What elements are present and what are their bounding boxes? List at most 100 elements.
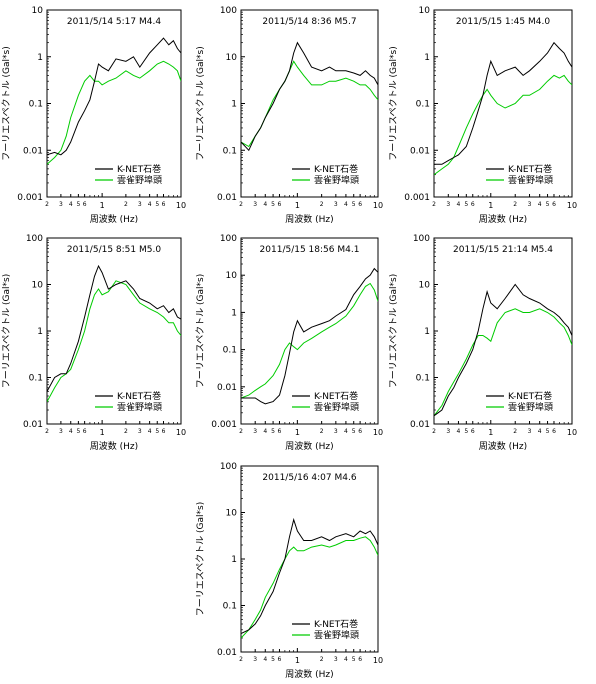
x-tick-label: 4: [457, 428, 461, 435]
x-tick-label: 2: [45, 428, 49, 435]
y-tick-label: 0.001: [404, 193, 430, 203]
x-tick-label: 6: [471, 428, 475, 435]
x-tick-label: 2: [432, 428, 436, 435]
x-tick-label: 3: [253, 428, 257, 435]
x-tick-label: 4: [538, 201, 542, 208]
series-line-hibarino-futo: [434, 308, 572, 417]
x-tick-label: 5: [271, 428, 275, 435]
x-tick-label: 5: [76, 428, 80, 435]
series-line-knet-ishinomaki: [241, 267, 378, 405]
y-tick-label: 1: [37, 53, 43, 63]
chart-title: 2011/5/15 8:51 M5.0: [67, 245, 161, 255]
y-tick-label: 0.01: [410, 420, 430, 430]
x-tick-label: 10: [567, 201, 577, 210]
x-tick-label: 5: [271, 201, 275, 208]
legend-label: 雲雀野埠頭: [314, 401, 359, 413]
y-tick-label: 0.001: [211, 420, 237, 430]
x-tick-label: 2: [124, 201, 128, 208]
x-tick-label: 4: [344, 428, 348, 435]
x-tick-label: 4: [148, 428, 152, 435]
legend-label: 雲雀野埠頭: [117, 174, 162, 186]
chart-title: 2011/5/14 5:17 M4.4: [67, 17, 161, 27]
x-tick-label: 2: [239, 428, 243, 435]
legend-label: 雲雀野埠頭: [117, 401, 162, 413]
y-tick-label: 100: [26, 234, 43, 244]
x-tick-label: 3: [59, 428, 63, 435]
y-tick-label: 1: [424, 327, 430, 337]
series-line-knet-ishinomaki: [434, 41, 572, 165]
y-axis-title: フーリエスペクトル (Gal*s): [1, 274, 12, 388]
x-tick-label: 6: [278, 201, 282, 208]
y-tick-label: 0.01: [217, 383, 237, 393]
plot-frame: [240, 237, 379, 425]
x-tick-label: 6: [83, 428, 87, 435]
x-tick-label: 6: [278, 428, 282, 435]
legend-label: 雲雀野埠頭: [508, 401, 553, 413]
y-tick-label: 10: [226, 53, 238, 63]
legend-label: K-NET石巻: [508, 390, 552, 402]
y-tick-label: 0.1: [223, 602, 237, 612]
x-axis-title: 周波数 (Hz): [285, 213, 333, 225]
x-tick-label: 6: [552, 201, 556, 208]
y-tick-label: 0.01: [23, 146, 43, 156]
y-tick-label: 10: [419, 6, 431, 16]
x-tick-label: 5: [546, 428, 550, 435]
y-tick-label: 1: [424, 53, 430, 63]
x-axis-title: 周波数 (Hz): [90, 440, 138, 452]
x-tick-label: 3: [334, 201, 338, 208]
x-tick-label: 4: [69, 201, 73, 208]
x-tick-label: 2: [320, 656, 324, 663]
x-tick-label: 2: [239, 656, 243, 663]
legend-label: K-NET石巻: [314, 618, 358, 630]
x-tick-label: 6: [358, 656, 362, 663]
x-tick-label: 3: [59, 201, 63, 208]
x-tick-label: 1: [488, 428, 493, 437]
legend-label: 雲雀野埠頭: [508, 174, 553, 186]
x-tick-label: 6: [471, 201, 475, 208]
x-tick-label: 1: [295, 428, 300, 437]
plot-frame: [433, 9, 573, 198]
x-tick-label: 3: [446, 201, 450, 208]
x-tick-label: 3: [138, 428, 142, 435]
x-tick-label: 2: [513, 201, 517, 208]
legend-label: K-NET石巻: [117, 390, 161, 402]
x-tick-label: 3: [334, 428, 338, 435]
y-tick-label: 0.01: [23, 420, 43, 430]
y-axis-title: フーリエスペクトル (Gal*s): [195, 502, 206, 616]
y-tick-label: 0.1: [223, 146, 237, 156]
x-axis-title: 周波数 (Hz): [479, 440, 527, 452]
series-line-hibarino-futo: [47, 60, 181, 165]
y-tick-label: 1: [231, 100, 237, 110]
x-tick-label: 10: [373, 201, 383, 210]
series-line-knet-ishinomaki: [241, 41, 378, 152]
x-tick-label: 2: [124, 428, 128, 435]
x-tick-label: 5: [352, 656, 356, 663]
series-line-knet-ishinomaki: [241, 517, 378, 634]
chart-title: 2011/5/15 21:14 M5.4: [453, 245, 553, 255]
y-tick-label: 0.1: [416, 374, 430, 384]
plot-frame: [46, 237, 182, 425]
legend-label: 雲雀野埠頭: [314, 629, 359, 641]
y-tick-label: 100: [220, 234, 237, 244]
x-tick-label: 4: [263, 428, 267, 435]
x-tick-label: 5: [464, 428, 468, 435]
plot-frame: [433, 237, 573, 425]
y-tick-label: 10: [226, 509, 238, 519]
x-tick-label: 6: [83, 201, 87, 208]
y-tick-label: 10: [32, 281, 44, 291]
x-tick-label: 3: [253, 656, 257, 663]
x-tick-label: 3: [528, 428, 532, 435]
y-tick-label: 0.1: [29, 100, 43, 110]
x-tick-label: 1: [295, 656, 300, 665]
chart-title: 2011/5/16 4:07 M4.6: [262, 473, 356, 483]
x-tick-label: 6: [162, 201, 166, 208]
y-axis-title: フーリエスペクトル (Gal*s): [195, 46, 206, 160]
x-tick-label: 3: [446, 428, 450, 435]
x-tick-label: 2: [320, 201, 324, 208]
